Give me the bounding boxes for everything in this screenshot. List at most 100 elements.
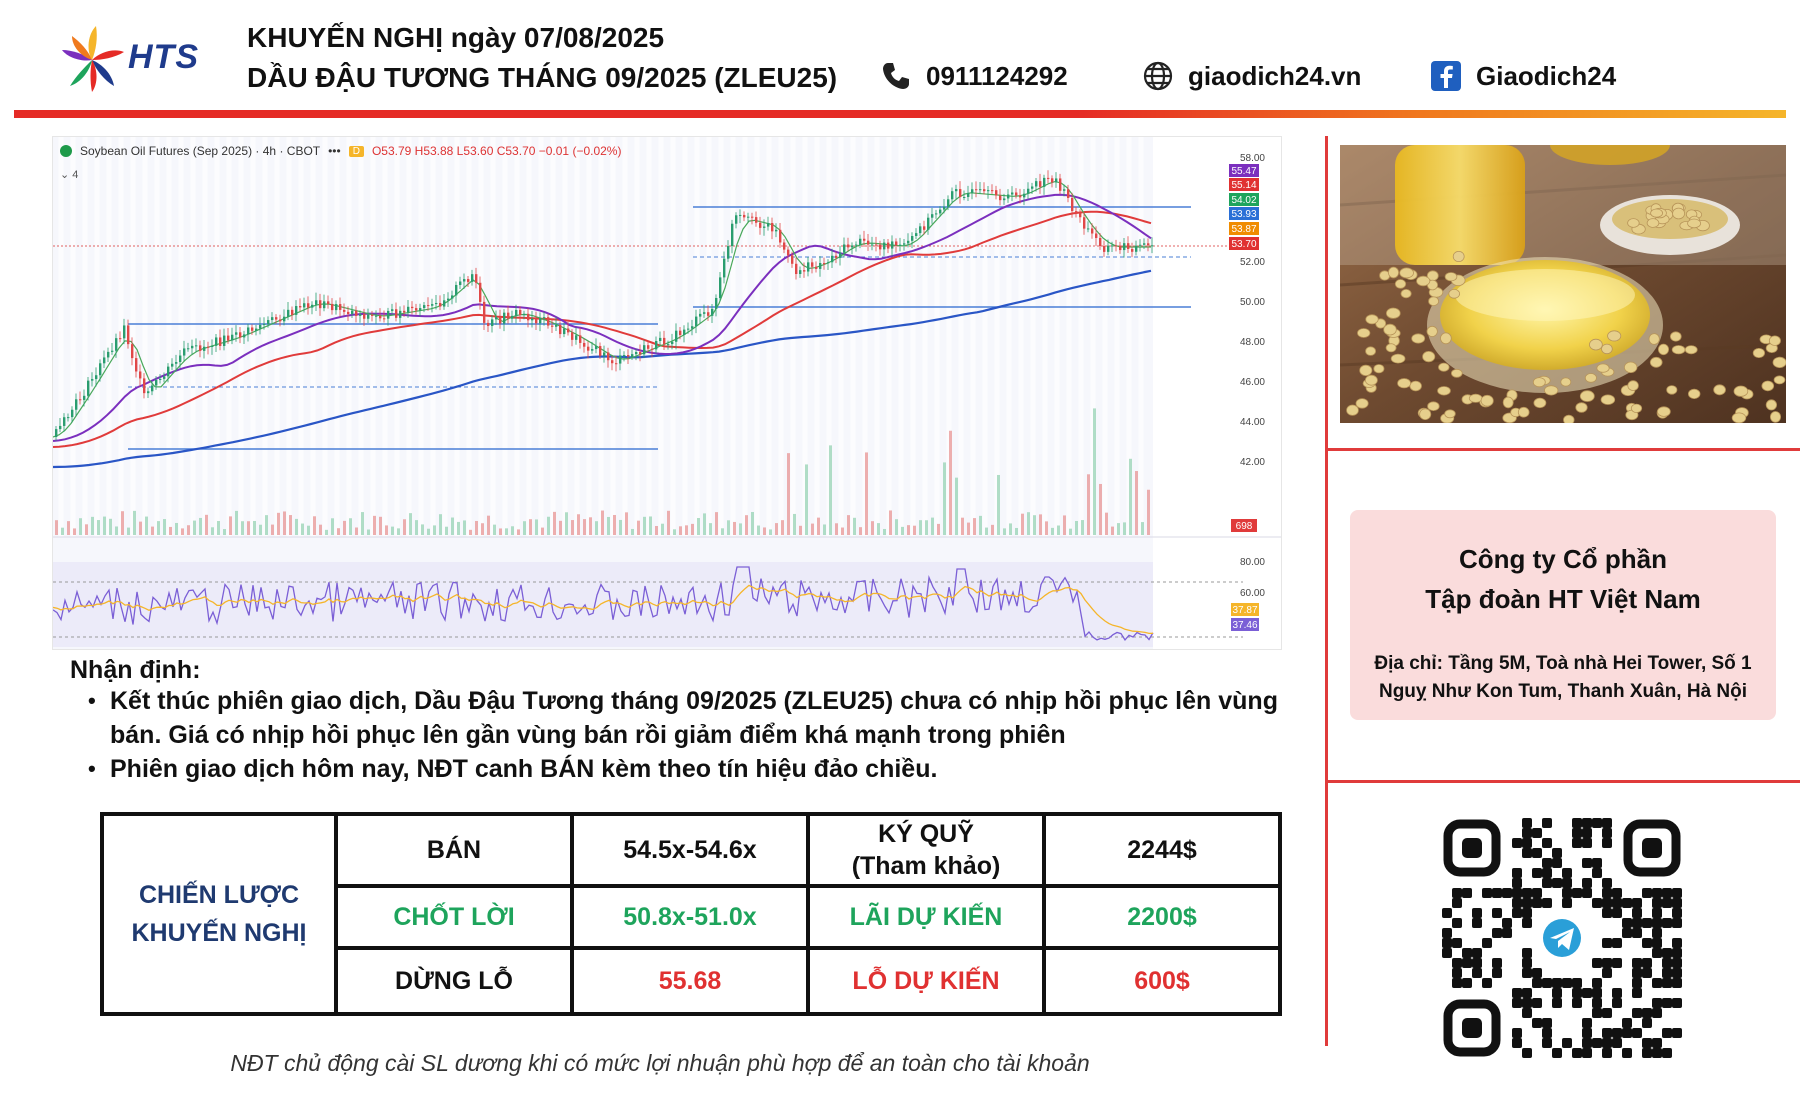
- soybean: [1596, 363, 1610, 373]
- contact-facebook[interactable]: Giaodich24: [1430, 60, 1616, 92]
- volume-bar: [223, 529, 226, 535]
- bullet-icon: •: [88, 756, 96, 781]
- volume-bar: [541, 527, 544, 535]
- volume-bar: [79, 518, 82, 535]
- candle-body: [523, 313, 526, 316]
- volume-bar: [523, 521, 526, 535]
- candle-body: [851, 245, 854, 248]
- candle-body: [787, 249, 790, 256]
- qr-module: [1512, 868, 1522, 878]
- candle-body: [955, 189, 958, 192]
- candle-body: [95, 375, 98, 380]
- qr-code[interactable]: [1442, 818, 1682, 1058]
- soybean: [1440, 332, 1452, 345]
- candle-body: [619, 355, 622, 364]
- volume-bar: [823, 524, 826, 535]
- volume-tag-label: 698: [1236, 521, 1253, 532]
- company-name: Công ty Cổ phần: [1459, 544, 1667, 574]
- candle-body: [771, 222, 774, 232]
- volume-bar: [433, 525, 436, 535]
- candle-body: [631, 354, 634, 357]
- soybean: [1383, 323, 1397, 336]
- soybean: [1428, 296, 1439, 307]
- candle-body: [731, 223, 734, 247]
- qr-module: [1522, 818, 1532, 828]
- website-link[interactable]: giaodich24.vn: [1188, 60, 1362, 91]
- candle-body: [1111, 245, 1114, 247]
- volume-bar: [397, 528, 400, 535]
- qr-module: [1622, 1018, 1632, 1028]
- qr-module: [1572, 828, 1582, 838]
- indicator-count: 4: [72, 169, 79, 181]
- soybean: [1584, 373, 1597, 383]
- candle-body: [1067, 189, 1070, 198]
- candle-body: [963, 196, 966, 198]
- soybean: [1359, 364, 1373, 376]
- qr-module: [1552, 1048, 1562, 1058]
- qr-module: [1582, 838, 1592, 848]
- candle-body: [935, 213, 938, 215]
- contact-phone[interactable]: 0911124292: [880, 60, 1068, 92]
- soybean: [1532, 377, 1546, 388]
- candle-body: [455, 284, 458, 296]
- candle-body: [231, 334, 234, 341]
- soybean: [1373, 364, 1385, 374]
- volume-bar: [841, 527, 844, 535]
- qr-module: [1572, 988, 1582, 998]
- qr-module: [1612, 958, 1622, 968]
- candle-body: [127, 325, 130, 345]
- candle-body: [1091, 228, 1094, 234]
- soybean: [1452, 251, 1465, 263]
- soybean: [1388, 266, 1400, 279]
- soybean: [1607, 330, 1622, 342]
- qr-module: [1502, 918, 1512, 928]
- volume-bar: [127, 527, 130, 535]
- candle-body: [423, 305, 426, 309]
- contact-website[interactable]: giaodich24.vn: [1142, 60, 1361, 92]
- candle-body: [839, 252, 842, 258]
- candle-body: [299, 306, 302, 308]
- volume-bar: [1009, 523, 1012, 535]
- price-chart: 58.00 52.00 50.00 48.00 46.00 44.00 42.00 55.47…: [52, 136, 1282, 650]
- candle-body: [75, 399, 78, 410]
- volume-bar: [919, 520, 922, 535]
- oscillator-line: [53, 566, 1154, 641]
- candle-body: [803, 270, 806, 272]
- candle-body: [927, 217, 930, 230]
- volume-bar: [577, 514, 580, 535]
- qr-module: [1452, 938, 1462, 948]
- volume-bar: [751, 511, 754, 535]
- volume-bar: [409, 513, 412, 535]
- qr-module: [1632, 1028, 1642, 1038]
- soybean: [1364, 374, 1378, 386]
- candle-body: [539, 317, 542, 324]
- price-axis: 58.00 52.00 50.00 48.00 46.00 44.00 42.00 55.47…: [1229, 153, 1265, 631]
- candle-body: [915, 233, 918, 237]
- candle-body: [511, 315, 514, 319]
- price-axis-label: 46.00: [1240, 377, 1265, 388]
- phone-number[interactable]: 0911124292: [926, 60, 1068, 91]
- soybean: [1752, 347, 1765, 358]
- candle-body: [899, 244, 902, 246]
- soybean: [1437, 386, 1451, 396]
- qr-module: [1662, 1048, 1672, 1058]
- qr-module: [1532, 978, 1542, 988]
- soybean: [1502, 396, 1514, 409]
- volume-bar: [175, 522, 178, 535]
- candle-body: [1099, 237, 1102, 247]
- candle-body: [167, 366, 170, 377]
- price-axis-label: 44.00: [1240, 417, 1265, 428]
- candle-body: [1143, 243, 1146, 245]
- qr-module: [1642, 888, 1652, 898]
- facebook-link[interactable]: Giaodich24: [1476, 60, 1617, 91]
- ma-mid-line: [53, 210, 1152, 448]
- qr-module: [1572, 1048, 1582, 1058]
- volume-bar: [697, 518, 700, 535]
- volume-bar: [811, 523, 814, 535]
- candle-body: [295, 306, 298, 315]
- candle-body: [227, 335, 230, 341]
- candle-body: [655, 341, 658, 350]
- soybean: [1600, 394, 1616, 405]
- candle-body: [443, 300, 446, 307]
- candle-body: [959, 189, 962, 198]
